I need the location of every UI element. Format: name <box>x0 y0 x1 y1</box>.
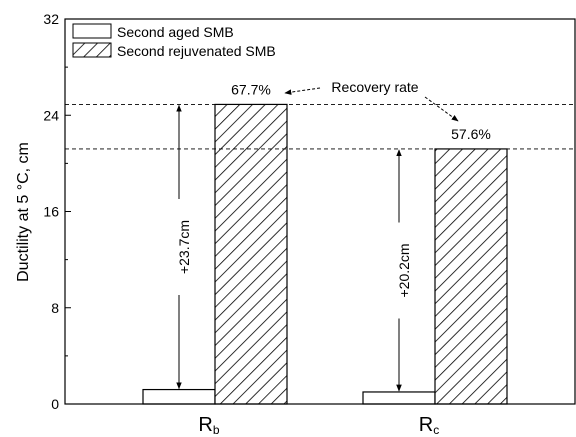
legend: Second aged SMB Second rejuvenated SMB <box>72 23 276 59</box>
y-tick-label: 16 <box>43 204 59 220</box>
x-tick-sub: b <box>213 423 220 437</box>
bar-rejuvenated-1 <box>434 148 508 405</box>
increase-label-0: +23.7cm <box>176 220 192 274</box>
legend-label-rejuvenated: Second rejuvenated SMB <box>117 43 276 59</box>
bars-group <box>142 103 508 405</box>
x-tick-main: R <box>419 414 433 436</box>
bar-aged-1 <box>362 391 436 405</box>
recovery-rate-label-1: 57.6% <box>451 126 491 142</box>
y-tick-label: 0 <box>51 396 59 412</box>
recovery-pointer-right <box>424 96 459 122</box>
y-axis: 0 8 16 24 32 <box>43 11 71 412</box>
x-axis: Rb Rc <box>198 414 439 437</box>
increase-label-1: +20.2cm <box>396 243 412 297</box>
y-tick-label: 32 <box>43 11 59 27</box>
legend-swatch-rejuvenated <box>72 42 112 58</box>
y-axis-label: Ductility at 5 °C, cm <box>15 142 32 282</box>
legend-label-aged: Second aged SMB <box>117 24 234 40</box>
recovery-pointer-left <box>284 87 321 95</box>
x-tick-label: Rb <box>198 414 219 437</box>
x-tick-main: R <box>198 414 212 436</box>
annotations: 67.7% +23.7cm 57.6% +20.2cm Recovery rate <box>65 79 575 392</box>
bar-rejuvenated-0 <box>214 103 288 405</box>
y-tick-label: 24 <box>43 107 59 123</box>
x-tick-sub: c <box>433 423 439 437</box>
x-tick-label: Rc <box>419 414 439 437</box>
y-tick-label: 8 <box>51 300 59 316</box>
recovery-rate-title: Recovery rate <box>331 79 418 95</box>
legend-swatch-aged <box>72 23 112 39</box>
recovery-rate-label-0: 67.7% <box>231 81 271 97</box>
bar-aged-0 <box>142 388 216 405</box>
plot-frame <box>64 18 576 405</box>
